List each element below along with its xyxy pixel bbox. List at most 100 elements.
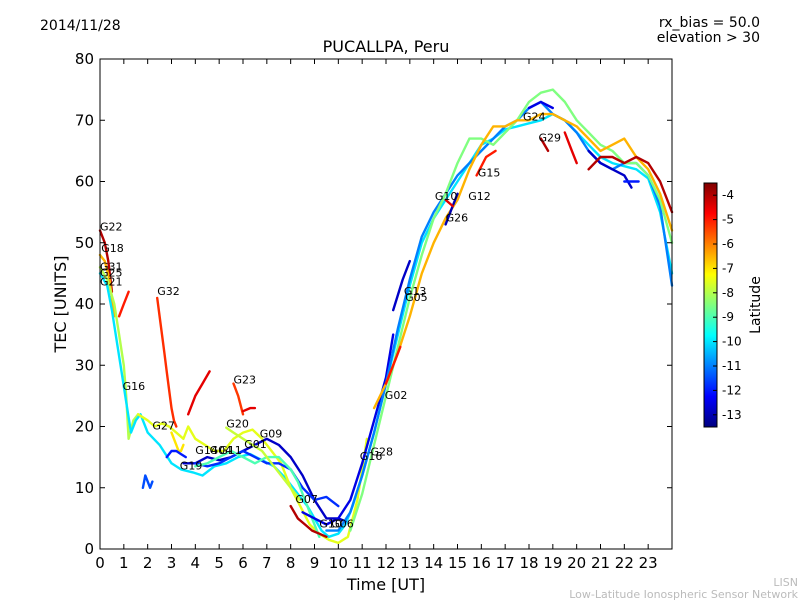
y-axis-ticks: 0 10 20 30 40 50 60 70 80 xyxy=(75,50,672,558)
y-tick-label-0: 0 xyxy=(84,540,94,558)
prn-label-25: G12 xyxy=(468,190,491,203)
series-line-19 xyxy=(325,100,674,532)
x-tick-label-18: 18 xyxy=(519,554,538,572)
cb-tick-label-6: -10 xyxy=(722,335,742,349)
cb-tick-label-2: -6 xyxy=(722,237,734,251)
x-axis-label: Time [UT] xyxy=(346,575,425,594)
cb-tick-label-8: -12 xyxy=(722,383,742,397)
series-line-14 xyxy=(194,449,340,508)
y-tick-label-8: 80 xyxy=(75,50,94,68)
prn-label-19: G16 xyxy=(360,450,383,463)
series-line-27 xyxy=(527,100,554,110)
x-tick-label-8: 8 xyxy=(286,554,296,572)
prn-label-27: G15 xyxy=(478,167,501,180)
footer-network: Low-Latitude Ionospheric Sensor Network xyxy=(569,588,798,600)
series-line-0 xyxy=(98,229,114,293)
footer-lisn: LISN xyxy=(773,576,798,589)
y-tick-label-6: 60 xyxy=(75,173,94,191)
x-tick-label-20: 20 xyxy=(567,554,586,572)
elevation-label: elevation > 30 xyxy=(657,30,760,46)
y-tick-label-3: 30 xyxy=(75,356,94,374)
x-tick-label-12: 12 xyxy=(376,554,395,572)
cb-tick-label-4: -8 xyxy=(722,286,734,300)
series-line-25 xyxy=(444,198,454,208)
x-tick-label-5: 5 xyxy=(214,554,224,572)
prn-label-11: G11 xyxy=(219,444,242,457)
series-line-17 xyxy=(289,504,328,538)
x-tick-label-3: 3 xyxy=(167,554,177,572)
series-line-2 xyxy=(117,290,130,318)
colorbar-label: Latitude xyxy=(748,276,764,334)
y-tick-label-4: 40 xyxy=(75,295,94,313)
y-axis-label: TEC [UNITS] xyxy=(51,256,70,354)
series-line-28 xyxy=(539,137,550,153)
y-tick-label-1: 10 xyxy=(75,479,94,497)
x-tick-label-14: 14 xyxy=(424,554,443,572)
prn-label-18: G06 xyxy=(331,518,354,531)
rx-bias-label: rx_bias = 50.0 xyxy=(659,15,760,31)
prn-label-15: G09 xyxy=(260,428,283,441)
series-line-29 xyxy=(563,131,578,165)
series-line-3 xyxy=(98,266,140,440)
cb-tick-label-3: -7 xyxy=(722,261,734,275)
series-line-20 xyxy=(349,88,674,532)
cb-tick-label-5: -9 xyxy=(722,310,734,324)
y-tick-label-5: 50 xyxy=(75,234,94,252)
prn-label-5: G16 xyxy=(123,380,146,393)
prn-label-28: G24 xyxy=(523,110,546,123)
prn-label-17: G10 xyxy=(319,518,342,531)
prn-label-4: G21 xyxy=(100,276,123,289)
series-line-10 xyxy=(186,370,211,416)
x-tick-label-21: 21 xyxy=(591,554,610,572)
prn-label-1: G18 xyxy=(101,242,124,255)
prn-label-12: G01 xyxy=(244,438,267,451)
series-line-23 xyxy=(392,259,411,312)
prn-label-13: G23 xyxy=(234,374,257,387)
series-line-13 xyxy=(182,437,347,523)
chart-title: PUCALLPA, Peru xyxy=(323,37,450,56)
x-tick-label-16: 16 xyxy=(472,554,491,572)
cb-tick-label-7: -11 xyxy=(722,359,742,373)
plot-frame xyxy=(99,58,673,550)
x-tick-label-6: 6 xyxy=(238,554,248,572)
prn-label-8: G19 xyxy=(180,459,203,472)
x-axis-ticks: 0 1 2 3 4 5 6 7 8 9 10 11 12 13 14 15 16 17 18 19 20 21 22 23 xyxy=(95,59,658,572)
x-tick-label-15: 15 xyxy=(448,554,467,572)
series-line-12 xyxy=(241,406,257,413)
x-tick-label-23: 23 xyxy=(639,554,658,572)
prn-label-14: G20 xyxy=(226,418,249,431)
series-line-4 xyxy=(98,112,674,538)
prn-label-10: G04 xyxy=(210,444,233,457)
prn-label-9: G14 xyxy=(195,444,218,457)
cb-tick-label-1: -5 xyxy=(722,213,734,227)
prn-label-20: G28 xyxy=(371,445,394,458)
y-tick-label-2: 20 xyxy=(75,418,94,436)
x-tick-label-22: 22 xyxy=(615,554,634,572)
x-tick-label-7: 7 xyxy=(262,554,272,572)
prn-label-26: G26 xyxy=(446,211,469,224)
series-line-21 xyxy=(372,112,674,410)
colorbar-ticks: -4 -5 -6 -7 -8 -9 -10 -11 -12 -13 xyxy=(713,188,742,422)
series-line-8 xyxy=(170,431,185,453)
prn-label-6: G32 xyxy=(157,285,180,298)
prn-label-16: G07 xyxy=(295,493,318,506)
cb-tick-label-0: -4 xyxy=(722,188,734,202)
x-tick-label-17: 17 xyxy=(496,554,515,572)
series-line-6 xyxy=(141,474,154,489)
prn-label-22: G13 xyxy=(404,285,427,298)
prn-label-21: G02 xyxy=(385,389,408,402)
prn-label-7: G27 xyxy=(152,420,175,433)
x-tick-label-4: 4 xyxy=(191,554,201,572)
prn-label-3: G25 xyxy=(100,266,123,279)
date-label: 2014/11/28 xyxy=(40,18,121,34)
x-tick-label-19: 19 xyxy=(543,554,562,572)
series-line-30 xyxy=(587,149,633,189)
x-tick-label-0: 0 xyxy=(95,554,105,572)
series-line-9 xyxy=(165,449,188,459)
series-line-22 xyxy=(384,345,402,385)
prn-label-0: G22 xyxy=(100,221,123,234)
series-line-32 xyxy=(587,155,674,214)
y-tick-label-7: 70 xyxy=(75,111,94,129)
